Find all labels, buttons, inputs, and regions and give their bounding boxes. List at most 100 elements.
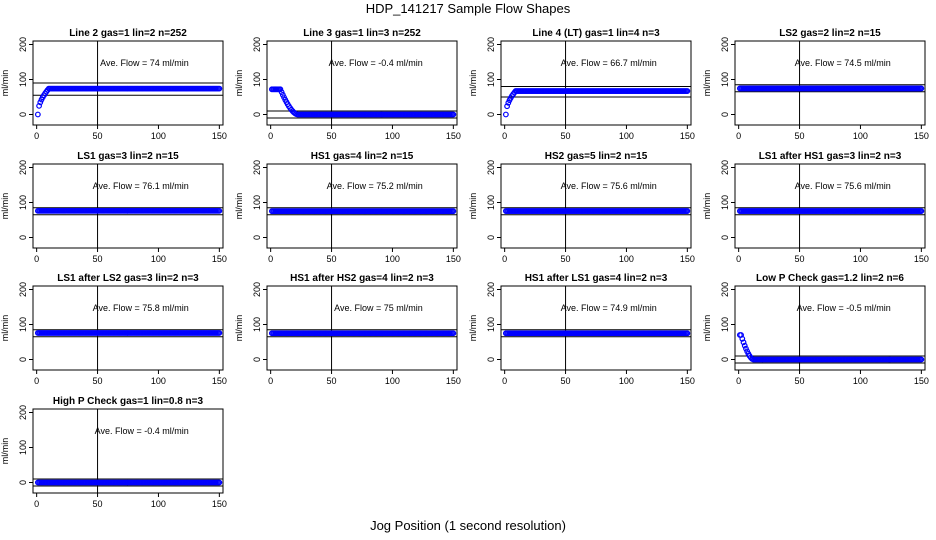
y-tick-label: 100 — [18, 440, 28, 455]
panel-2: Line 3 gas=1 lin=3 n=252 0 100 200 ml/min 0 50… — [234, 28, 461, 141]
x-tick-label: 150 — [446, 254, 461, 264]
panel-title: Line 3 gas=1 lin=3 n=252 — [303, 28, 421, 39]
data-point — [450, 111, 457, 118]
data-points — [502, 208, 691, 214]
average-flow-annotation: Ave. Flow = -0.4 ml/min — [95, 426, 189, 436]
panel-4: LS2 gas=2 lin=2 n=15 0 100 200 ml/min 0 50 100 1… — [702, 28, 929, 141]
average-flow-annotation: Ave. Flow = 75.2 ml/min — [327, 181, 423, 191]
data-points — [34, 85, 223, 118]
data-points — [502, 88, 691, 118]
panel-title: HS2 gas=5 lin=2 n=15 — [545, 151, 648, 162]
plot-frame — [500, 285, 692, 371]
panel-title: High P Check gas=1 lin=0.8 n=3 — [53, 396, 204, 407]
y-tick-label: 0 — [486, 357, 496, 362]
y-tick-label: 200 — [18, 282, 28, 297]
panel-title: LS1 after LS2 gas=3 lin=2 n=3 — [57, 273, 199, 284]
y-tick-label: 200 — [18, 37, 28, 52]
x-tick-label: 150 — [212, 131, 227, 141]
x-tick-label: 50 — [93, 131, 103, 141]
data-points — [268, 330, 457, 337]
x-tick-label: 50 — [795, 376, 805, 386]
data-point — [450, 330, 457, 337]
panel-10: HS1 after HS2 gas=4 lin=2 n=3 0 100 200 ml/m… — [234, 273, 461, 386]
figure-x-axis-label: Jog Position (1 second resolution) — [370, 518, 566, 533]
panel-title: LS2 gas=2 lin=2 n=15 — [779, 28, 881, 39]
x-tick-label: 100 — [385, 131, 400, 141]
data-point — [216, 207, 223, 214]
average-flow-annotation: Ave. Flow = 75.8 ml/min — [93, 303, 189, 313]
x-tick-label: 100 — [151, 376, 166, 386]
x-tick-label: 50 — [561, 376, 571, 386]
y-tick-label: 0 — [252, 235, 262, 240]
panel-title: LS1 after HS1 gas=3 lin=2 n=3 — [759, 151, 902, 162]
panel-5: LS1 gas=3 lin=2 n=15 0 100 200 ml/min 0 50 100 1… — [0, 151, 227, 264]
data-points — [736, 85, 925, 92]
x-tick-label: 0 — [34, 499, 39, 509]
plot-frame — [500, 163, 692, 249]
y-tick-label: 0 — [18, 357, 28, 362]
average-flow-annotation: Ave. Flow = 74 ml/min — [100, 58, 189, 68]
y-tick-label: 0 — [720, 112, 730, 117]
x-tick-label: 150 — [446, 131, 461, 141]
x-tick-label: 0 — [268, 376, 273, 386]
data-points — [268, 86, 457, 118]
plot-frame — [266, 40, 458, 126]
data-point — [216, 85, 223, 92]
y-tick-label: 200 — [18, 405, 28, 420]
y-axis-label: ml/min — [0, 70, 10, 97]
x-tick-label: 50 — [561, 254, 571, 264]
y-tick-label: 200 — [18, 160, 28, 175]
y-tick-label: 200 — [720, 282, 730, 297]
x-tick-label: 0 — [736, 131, 741, 141]
x-tick-label: 150 — [914, 376, 929, 386]
plot-frame — [32, 163, 224, 249]
x-tick-label: 150 — [212, 376, 227, 386]
data-point — [739, 335, 746, 342]
panel-title: Line 2 gas=1 lin=2 n=252 — [69, 28, 187, 39]
plot-frame — [32, 408, 224, 494]
x-tick-label: 50 — [93, 499, 103, 509]
plot-frame — [734, 163, 926, 249]
data-point — [216, 330, 223, 336]
data-points — [736, 332, 925, 363]
y-tick-label: 100 — [18, 317, 28, 332]
x-tick-label: 100 — [619, 254, 634, 264]
panel-title: Line 4 (LT) gas=1 lin=4 n=3 — [532, 28, 660, 39]
plot-frame — [734, 40, 926, 126]
panel-title: LS1 gas=3 lin=2 n=15 — [77, 151, 179, 162]
y-tick-label: 200 — [252, 160, 262, 175]
panel-title: HS1 after LS1 gas=4 lin=2 n=3 — [525, 273, 668, 284]
y-tick-label: 100 — [252, 317, 262, 332]
y-axis-label: ml/min — [468, 70, 478, 97]
x-tick-label: 100 — [853, 376, 868, 386]
x-tick-label: 150 — [680, 376, 695, 386]
y-tick-label: 200 — [252, 37, 262, 52]
y-axis-label: ml/min — [702, 315, 712, 342]
x-tick-label: 0 — [268, 131, 273, 141]
x-tick-label: 0 — [34, 131, 39, 141]
y-tick-label: 0 — [18, 480, 28, 485]
x-tick-label: 150 — [212, 499, 227, 509]
y-tick-label: 0 — [486, 112, 496, 117]
y-axis-label: ml/min — [0, 193, 10, 220]
data-point — [216, 479, 223, 486]
x-tick-label: 100 — [151, 499, 166, 509]
data-point — [277, 86, 284, 93]
average-flow-annotation: Ave. Flow = 74.5 ml/min — [795, 58, 891, 68]
average-flow-annotation: Ave. Flow = 75.6 ml/min — [795, 181, 891, 191]
panel-title: HS1 gas=4 lin=2 n=15 — [311, 151, 414, 162]
average-flow-annotation: Ave. Flow = 74.9 ml/min — [561, 303, 657, 313]
x-tick-label: 50 — [561, 131, 571, 141]
panel-11: HS1 after LS1 gas=4 lin=2 n=3 0 100 200 ml/m… — [468, 273, 695, 386]
y-axis-label: ml/min — [234, 193, 244, 220]
y-axis-label: ml/min — [702, 70, 712, 97]
data-point — [741, 342, 748, 349]
x-tick-label: 50 — [795, 131, 805, 141]
data-point — [278, 89, 285, 96]
y-tick-label: 0 — [252, 112, 262, 117]
y-tick-label: 0 — [720, 235, 730, 240]
x-tick-label: 150 — [914, 254, 929, 264]
y-tick-label: 100 — [720, 195, 730, 210]
y-tick-label: 100 — [18, 195, 28, 210]
